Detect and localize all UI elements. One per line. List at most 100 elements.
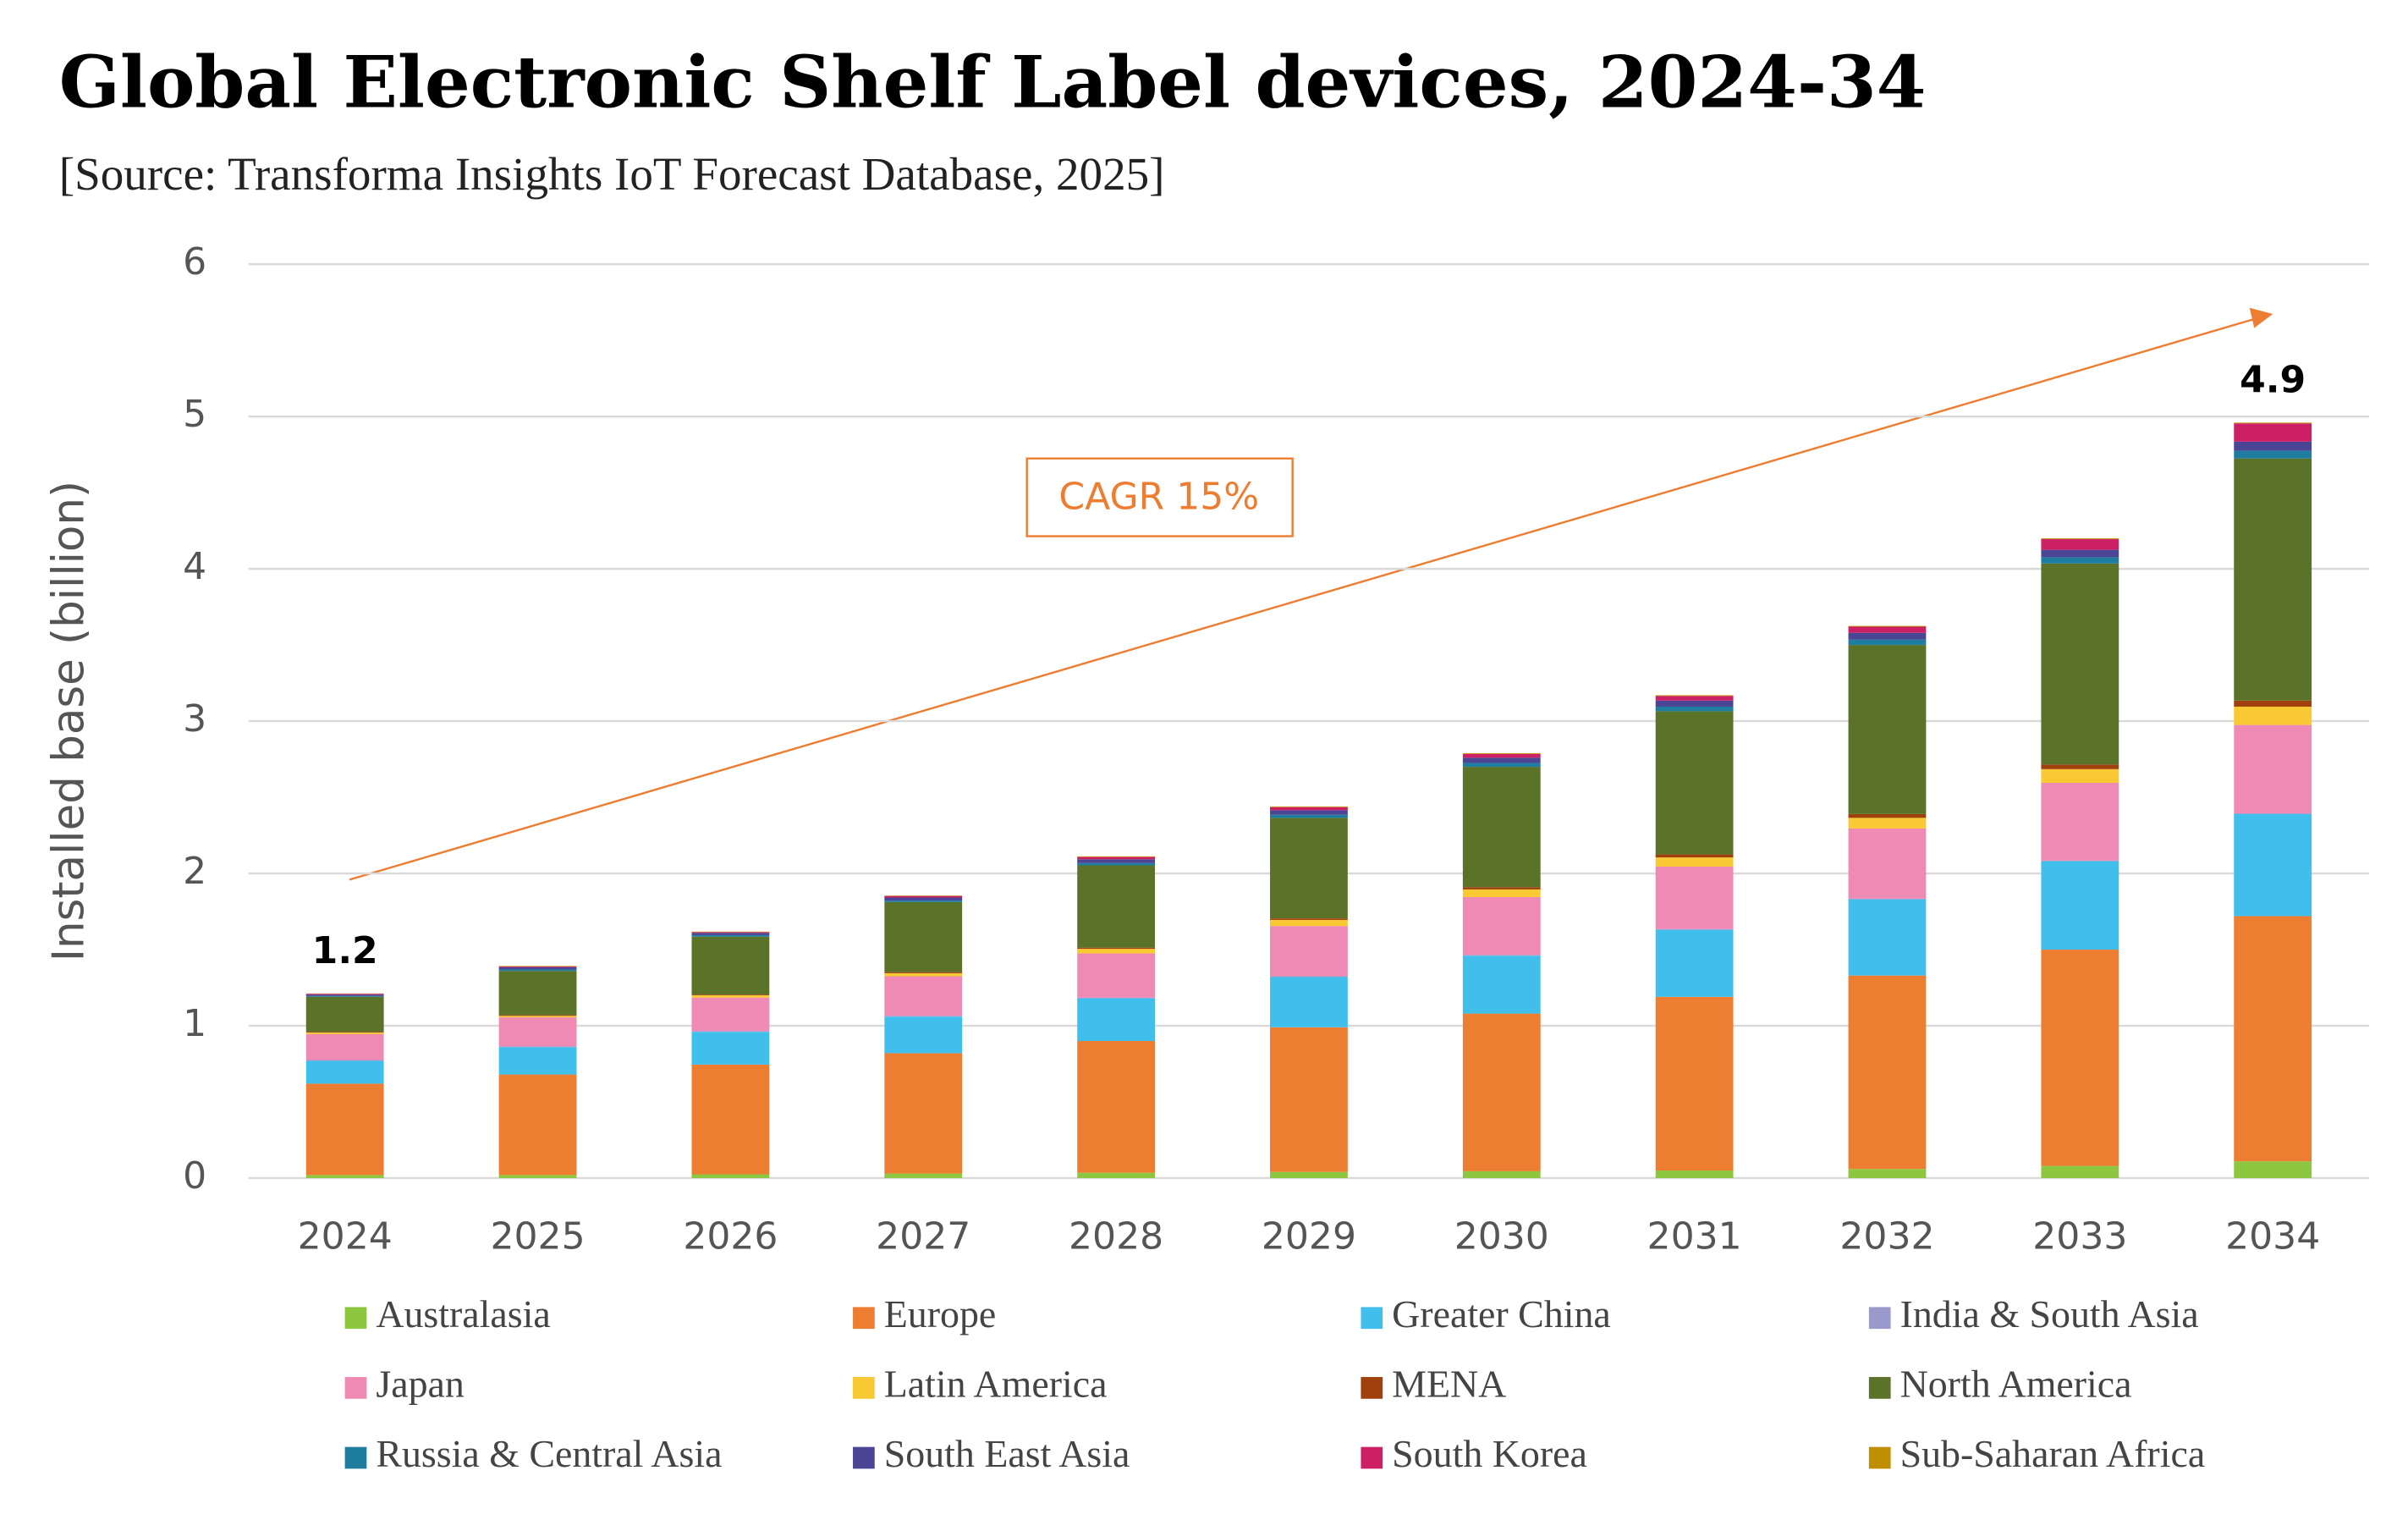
legend-swatch [344, 1307, 367, 1330]
bar-segment [1077, 1041, 1155, 1173]
bar-segment [498, 1016, 577, 1018]
bar-segment [305, 1060, 384, 1061]
bar-segment [2234, 812, 2312, 814]
bar-segment [1270, 814, 1348, 818]
bar-segment [2234, 450, 2312, 459]
bar-segment [884, 1173, 963, 1178]
bar-segment [1848, 625, 1927, 627]
bar-segment [2234, 423, 2312, 442]
bar-segment [1462, 896, 1541, 956]
bar-segment [884, 1053, 963, 1174]
bar-segment [691, 931, 770, 933]
bar-segment [498, 966, 577, 967]
bar-segment [2041, 549, 2119, 558]
bar-segment [2041, 950, 2119, 1166]
bar-segment [305, 1083, 384, 1176]
bar-segment [691, 1031, 770, 1033]
x-tick-label: 2030 [1454, 1215, 1549, 1258]
bar-segment [1848, 626, 1927, 633]
bar-segment [2234, 706, 2312, 725]
x-tick-label: 2026 [683, 1215, 778, 1258]
trend-box [1025, 457, 1294, 537]
bar-segment [305, 1175, 384, 1178]
y-tick-label: 2 [183, 850, 206, 893]
chart-title: Global Electronic Shelf Label devices, 2… [59, 41, 1927, 124]
trend-label: CAGR 15% [1058, 475, 1259, 518]
bar-segment [884, 897, 963, 901]
bar-segment [1462, 767, 1541, 888]
bar-segment [305, 994, 384, 996]
bar-segment [1655, 866, 1734, 929]
x-tick-label: 2034 [2225, 1215, 2320, 1258]
bar-segment [884, 976, 963, 1016]
x-tick-label: 2033 [2032, 1215, 2127, 1258]
legend-label: Japan [376, 1362, 465, 1405]
bar-segment [1077, 947, 1155, 950]
bar-segment [2041, 539, 2119, 550]
bar-segment [2041, 860, 2119, 862]
bar-segment [305, 995, 384, 997]
x-tick-label: 2024 [298, 1215, 393, 1258]
legend-label: South Korea [1392, 1432, 1587, 1475]
x-tick-label: 2029 [1262, 1215, 1356, 1258]
bar-segment [2041, 563, 2119, 765]
y-tick-label: 5 [183, 393, 206, 436]
bar-segment [305, 996, 384, 1033]
bar-segment [1270, 918, 1348, 920]
bar-segment [1848, 975, 1927, 1170]
legend-label: MENA [1392, 1362, 1506, 1405]
bar-segment [1462, 1013, 1541, 1171]
legend-swatch [1868, 1377, 1891, 1399]
bar-segment [1077, 856, 1155, 857]
bar-segment [2234, 813, 2312, 917]
bar-segment [691, 997, 770, 1032]
bar-segment [691, 936, 770, 995]
trend-arrowhead [2249, 307, 2273, 328]
legend-swatch [853, 1377, 875, 1399]
legend-label: North America [1900, 1362, 2132, 1405]
bar-segment [2041, 538, 2119, 540]
bar-segment [1462, 889, 1541, 897]
bar-segment [1848, 645, 1927, 814]
bar-segment [1462, 753, 1541, 758]
bar-segment [305, 1033, 384, 1060]
bar-segment [1270, 1027, 1348, 1172]
bar-segment [1270, 818, 1348, 919]
legend-swatch [344, 1377, 367, 1399]
legend-swatch [1868, 1307, 1891, 1330]
bar-segment [1655, 929, 1734, 997]
bar-segment [498, 1015, 577, 1016]
bar-segment [305, 1060, 384, 1084]
legend-label: Europe [884, 1292, 997, 1336]
bar-segment [1077, 865, 1155, 948]
bar-segment [1077, 997, 1155, 999]
bar-segment [2041, 1165, 2119, 1178]
bar-segment [884, 1016, 963, 1054]
bar-segment [1848, 818, 1927, 829]
legend-swatch [1361, 1307, 1383, 1330]
bar-segment [1655, 695, 1734, 697]
x-tick-label: 2031 [1647, 1215, 1742, 1258]
legend-label: Latin America [884, 1362, 1108, 1405]
total-label: 4.9 [2240, 359, 2306, 402]
bar-segment [884, 972, 963, 973]
bar-segment [1848, 632, 1927, 640]
bar-segment [2234, 458, 2312, 701]
chart-subtitle: [Source: Transforma Insights IoT Forecas… [59, 148, 1165, 200]
bar-segment [498, 969, 577, 972]
bar-segment [498, 1047, 577, 1075]
legend-swatch [1868, 1446, 1891, 1469]
bar-segment [2041, 557, 2119, 564]
bar-segment [1848, 899, 1927, 976]
bar-segment [884, 900, 963, 902]
bar-segment [691, 1174, 770, 1178]
legend-swatch [853, 1307, 875, 1330]
bar-segment [884, 972, 963, 977]
legend-label: Russia & Central Asia [376, 1432, 722, 1475]
bar-segment [1077, 953, 1155, 998]
bar-segment [2041, 768, 2119, 783]
bar-segment [691, 1064, 770, 1175]
legend-swatch [1361, 1446, 1383, 1469]
bar-segment [498, 1046, 577, 1048]
